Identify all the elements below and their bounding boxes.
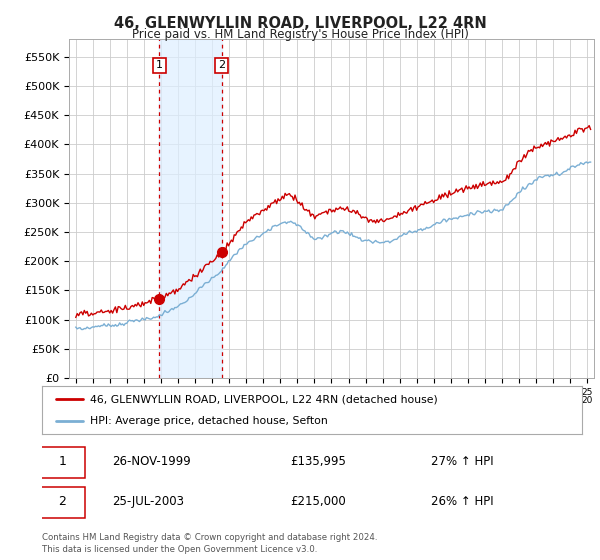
Text: 2: 2 <box>59 495 67 508</box>
Text: Price paid vs. HM Land Registry's House Price Index (HPI): Price paid vs. HM Land Registry's House … <box>131 28 469 41</box>
Text: 26% ↑ HPI: 26% ↑ HPI <box>431 495 493 508</box>
Text: 26-NOV-1999: 26-NOV-1999 <box>112 455 191 468</box>
Text: 46, GLENWYLLIN ROAD, LIVERPOOL, L22 4RN: 46, GLENWYLLIN ROAD, LIVERPOOL, L22 4RN <box>113 16 487 31</box>
Text: £135,995: £135,995 <box>290 455 346 468</box>
Bar <box>160 39 221 378</box>
Text: 46, GLENWYLLIN ROAD, LIVERPOOL, L22 4RN (detached house): 46, GLENWYLLIN ROAD, LIVERPOOL, L22 4RN … <box>89 394 437 404</box>
Text: Contains HM Land Registry data © Crown copyright and database right 2024.
This d: Contains HM Land Registry data © Crown c… <box>42 533 377 554</box>
Text: £215,000: £215,000 <box>290 495 346 508</box>
Text: 25-JUL-2003: 25-JUL-2003 <box>112 495 184 508</box>
FancyBboxPatch shape <box>40 487 85 518</box>
Text: 2: 2 <box>218 60 225 71</box>
Text: 1: 1 <box>59 455 67 468</box>
Text: 27% ↑ HPI: 27% ↑ HPI <box>431 455 493 468</box>
FancyBboxPatch shape <box>40 447 85 478</box>
Text: HPI: Average price, detached house, Sefton: HPI: Average price, detached house, Seft… <box>89 416 327 426</box>
Text: 1: 1 <box>156 60 163 71</box>
